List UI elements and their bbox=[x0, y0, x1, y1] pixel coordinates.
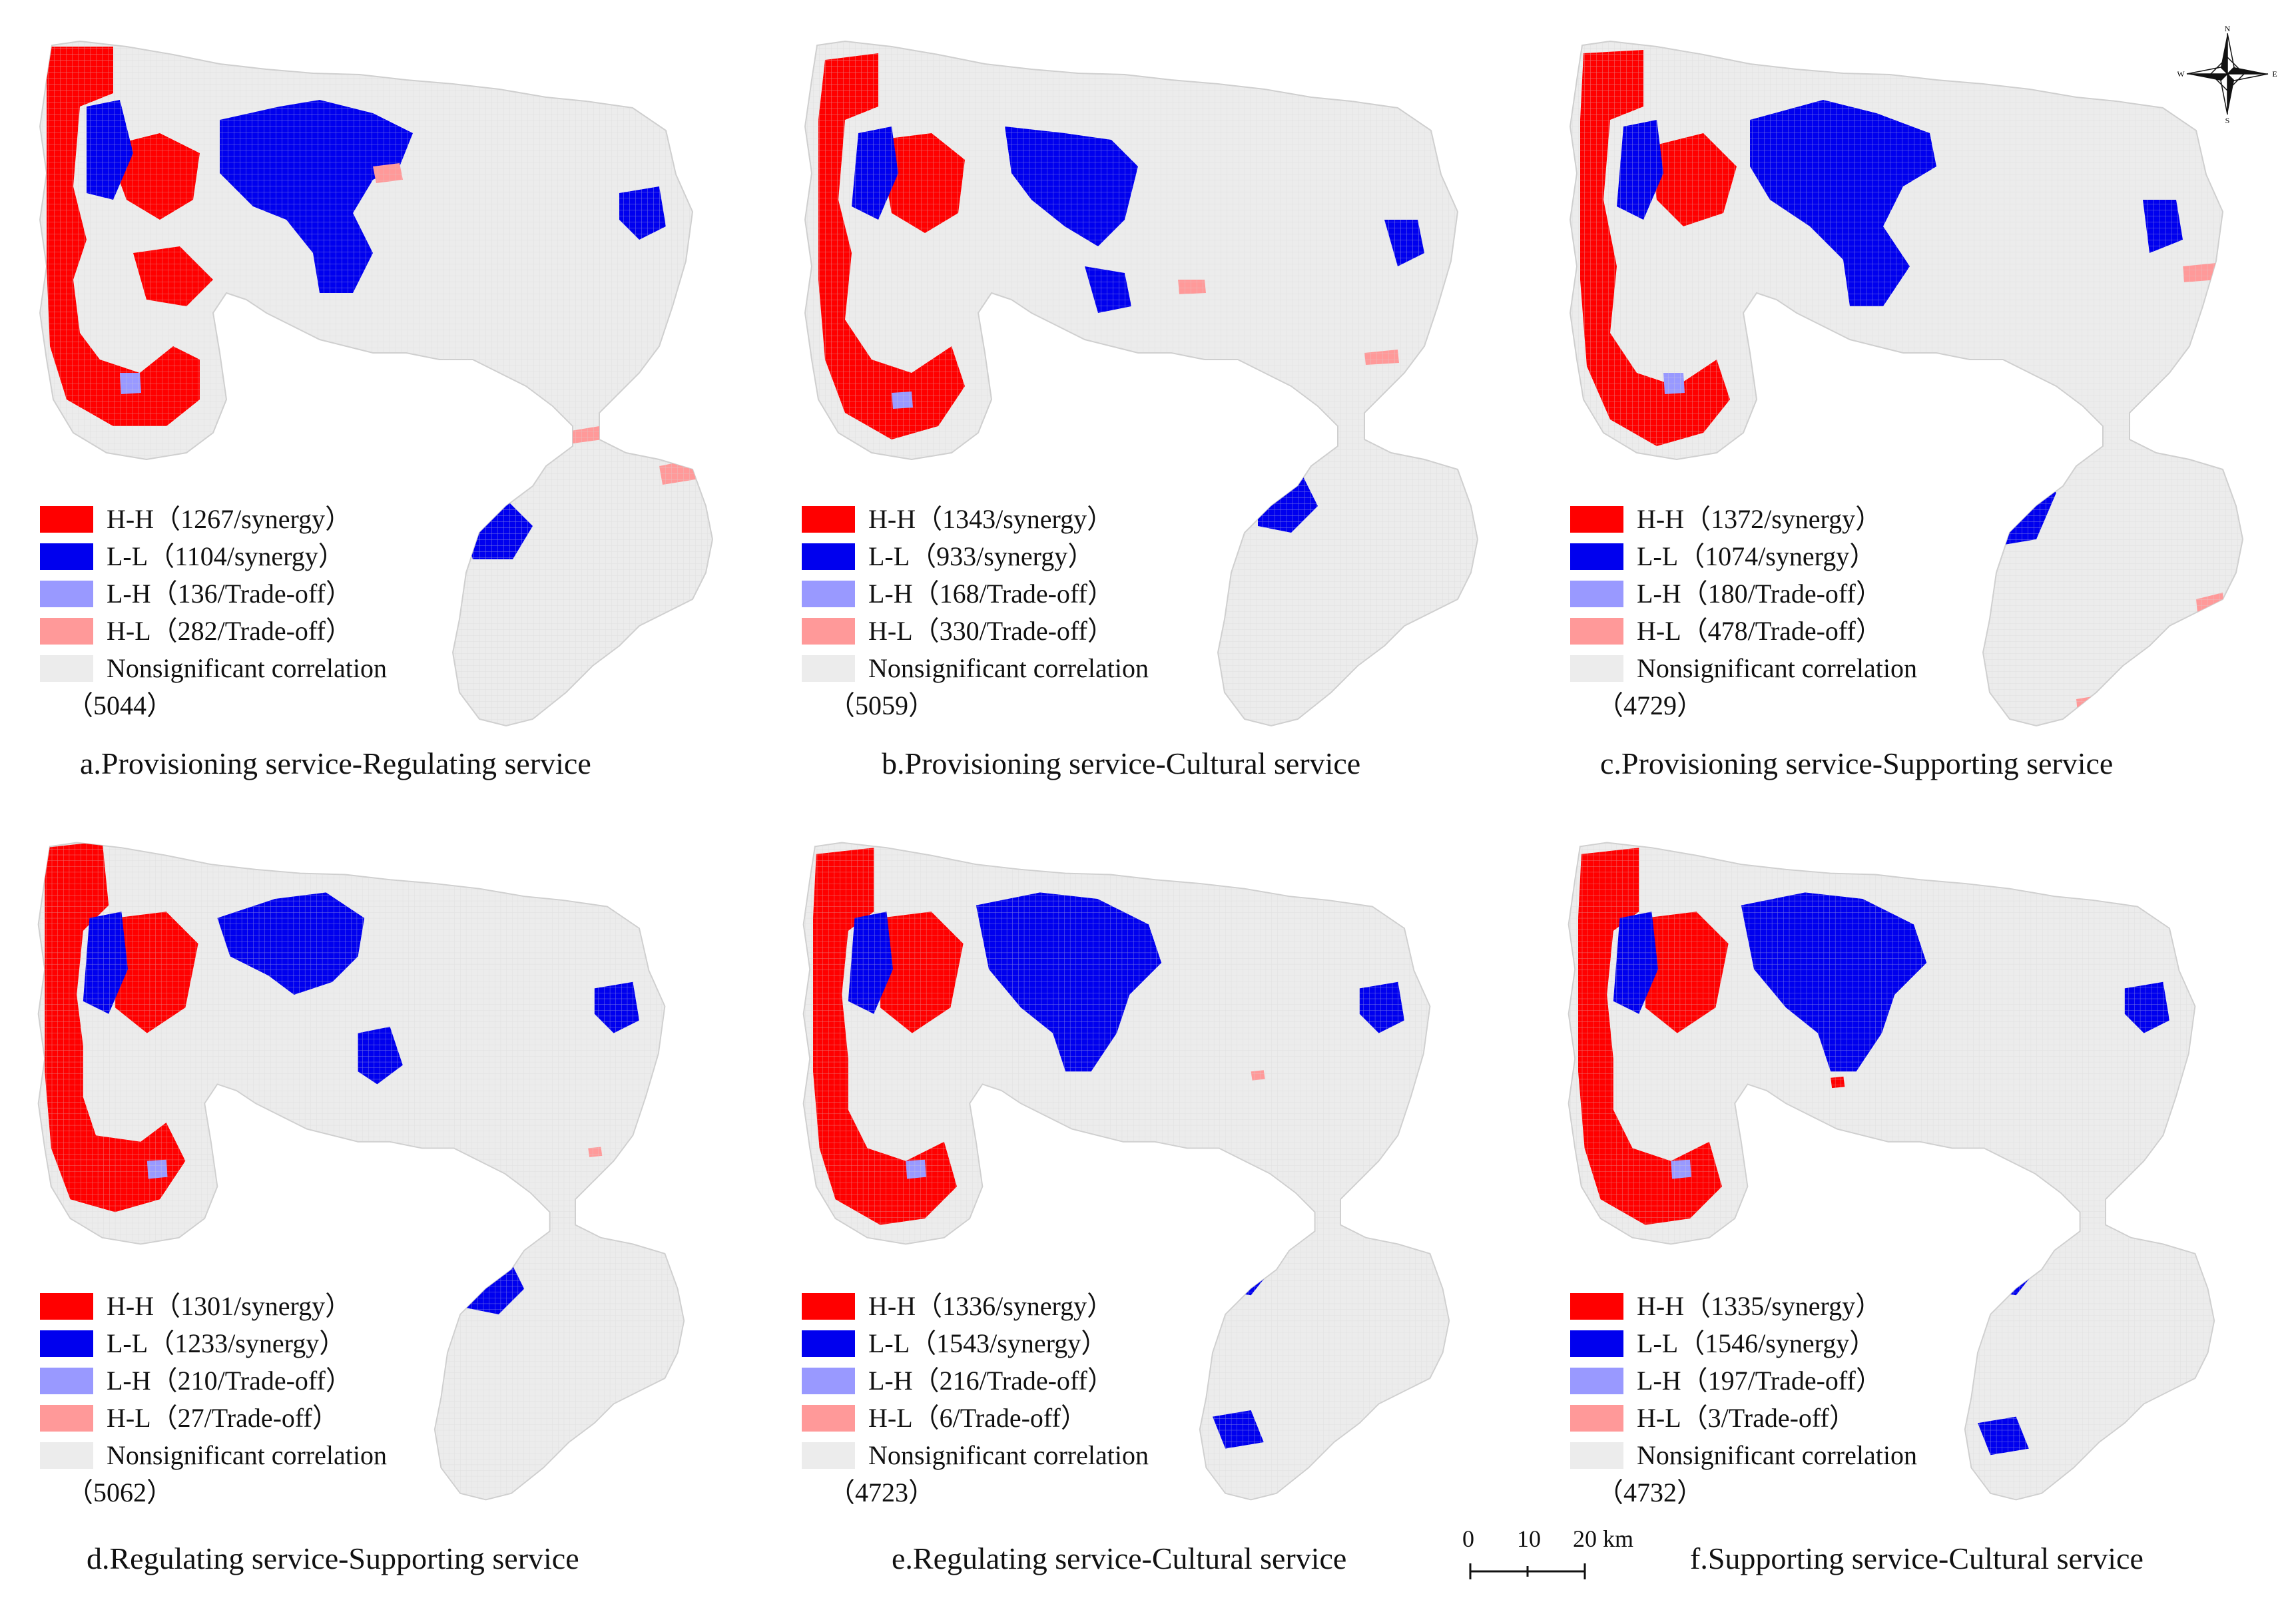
caption-c: c.Provisioning service-Supporting servic… bbox=[1600, 746, 2114, 780]
legend-label-ns: Nonsignificant correlation bbox=[1637, 653, 1917, 683]
legend-swatch-lh bbox=[802, 1368, 855, 1394]
map-panel-c: H-H（1372/synergy） L-L（1074/synergy） L-H（18… bbox=[1530, 0, 2295, 803]
legend-swatch-hl bbox=[1570, 618, 1623, 645]
legend-label-hl: H-L（3/Trade-off） bbox=[1637, 1403, 1856, 1433]
legend-ns-count: （4732） bbox=[1597, 1477, 1703, 1507]
map-e bbox=[802, 842, 1450, 1501]
legend-swatch-hh bbox=[802, 506, 855, 533]
scale-label-20: 20 km bbox=[1573, 1525, 1634, 1552]
legend-swatch-ll bbox=[1570, 543, 1623, 570]
map-b bbox=[804, 40, 1479, 727]
legend-ns-count: （4729） bbox=[1597, 690, 1703, 720]
legend-ns-count: （5059） bbox=[828, 690, 935, 720]
caption-f: f.Supporting service-Cultural service bbox=[1690, 1541, 2144, 1575]
legend-label-hl: H-L（330/Trade-off） bbox=[868, 616, 1114, 646]
legend-label-hl: H-L（6/Trade-off） bbox=[868, 1403, 1087, 1433]
legend-label-ns: Nonsignificant correlation bbox=[1637, 1440, 1917, 1470]
legend-label-hh: H-H（1343/synergy） bbox=[868, 504, 1114, 534]
legend-label-ll: L-L（1543/synergy） bbox=[868, 1328, 1108, 1358]
legend-label-ns: Nonsignificant correlation bbox=[107, 653, 387, 683]
legend-label-hl: H-L（282/Trade-off） bbox=[107, 616, 352, 646]
legend-swatch-lh bbox=[40, 581, 93, 607]
legend-label-ll: L-L（1074/synergy） bbox=[1637, 541, 1876, 571]
legend-label-ns: Nonsignificant correlation bbox=[868, 1440, 1149, 1470]
legend-label-hh: H-H（1335/synergy） bbox=[1637, 1291, 1882, 1321]
caption-d: d.Regulating service-Supporting service bbox=[87, 1541, 579, 1575]
legend-label-hh: H-H（1301/synergy） bbox=[107, 1291, 352, 1321]
scale-bar bbox=[1469, 1563, 1586, 1579]
legend-swatch-ns bbox=[1570, 1442, 1623, 1469]
legend-ns-count: （5044） bbox=[67, 690, 173, 720]
legend-label-lh: L-H（180/Trade-off） bbox=[1637, 579, 1882, 609]
legend-swatch-hl bbox=[802, 1405, 855, 1432]
compass-e: E bbox=[2272, 69, 2277, 79]
legend-swatch-ns bbox=[802, 655, 855, 682]
legend-swatch-ll bbox=[802, 1330, 855, 1357]
legend-swatch-lh bbox=[40, 1368, 93, 1394]
legend-label-hl: H-L（27/Trade-off） bbox=[107, 1403, 339, 1433]
legend-label-hh: H-H（1372/synergy） bbox=[1637, 504, 1882, 534]
legend-swatch-hl bbox=[1570, 1405, 1623, 1432]
map-c bbox=[1569, 40, 2244, 727]
legend-label-ll: L-L（1233/synergy） bbox=[107, 1328, 346, 1358]
legend-label-lh: L-H（216/Trade-off） bbox=[868, 1366, 1114, 1396]
legend-swatch-lh bbox=[1570, 581, 1623, 607]
legend-swatch-ll bbox=[40, 1330, 93, 1357]
compass-n: N bbox=[2225, 24, 2231, 33]
legend-swatch-ns bbox=[802, 1442, 855, 1469]
legend-swatch-hh bbox=[1570, 1293, 1623, 1320]
legend-swatch-hh bbox=[802, 1293, 855, 1320]
legend-label-ll: L-L（1546/synergy） bbox=[1637, 1328, 1876, 1358]
legend-label-hh: H-H（1336/synergy） bbox=[868, 1291, 1114, 1321]
legend-label-ll: L-L（933/synergy） bbox=[868, 541, 1095, 571]
legend-label-ns: Nonsignificant correlation bbox=[107, 1440, 387, 1470]
map-f bbox=[1568, 842, 2215, 1501]
legend-swatch-lh bbox=[1570, 1368, 1623, 1394]
legend-ns-count: （4723） bbox=[828, 1477, 935, 1507]
legend-swatch-hl bbox=[40, 1405, 93, 1432]
legend-swatch-ns bbox=[40, 1442, 93, 1469]
caption-a: a.Provisioning service-Regulating servic… bbox=[80, 746, 591, 780]
map-panel-b: H-H（1343/synergy） L-L（933/synergy） L-H（168… bbox=[765, 0, 1530, 803]
legend-swatch-ll bbox=[40, 543, 93, 570]
map-a bbox=[39, 40, 714, 727]
scale-label-0: 0 bbox=[1462, 1525, 1474, 1552]
scale-label-10: 10 bbox=[1517, 1525, 1541, 1552]
legend-label-hl: H-L（478/Trade-off） bbox=[1637, 616, 1882, 646]
legend-label-lh: L-H（168/Trade-off） bbox=[868, 579, 1114, 609]
legend-swatch-hl bbox=[802, 618, 855, 645]
legend-swatch-hh bbox=[40, 506, 93, 533]
legend-swatch-hl bbox=[40, 618, 93, 645]
legend-label-ll: L-L（1104/synergy） bbox=[107, 541, 345, 571]
map-panel-f: H-H（1335/synergy） L-L（1546/synergy） L-H（19… bbox=[1530, 803, 2295, 1606]
legend-label-ns: Nonsignificant correlation bbox=[868, 653, 1149, 683]
caption-b: b.Provisioning service-Cultural service bbox=[882, 746, 1361, 780]
map-panel-d: H-H（1301/synergy） L-L（1233/synergy） L-H（21… bbox=[0, 803, 765, 1606]
legend-swatch-ll bbox=[802, 543, 855, 570]
north-arrow-icon: N S E W bbox=[2177, 24, 2277, 124]
map-panel-e: H-H（1336/synergy） L-L（1543/synergy） L-H（21… bbox=[765, 803, 1530, 1606]
compass-w: W bbox=[2177, 69, 2185, 79]
legend-label-hh: H-H（1267/synergy） bbox=[107, 504, 352, 534]
legend-swatch-hh bbox=[1570, 506, 1623, 533]
legend-swatch-ll bbox=[1570, 1330, 1623, 1357]
legend-label-lh: L-H（136/Trade-off） bbox=[107, 579, 352, 609]
legend-swatch-hh bbox=[40, 1293, 93, 1320]
legend-label-lh: L-H（197/Trade-off） bbox=[1637, 1366, 1882, 1396]
legend-swatch-ns bbox=[40, 655, 93, 682]
compass-s: S bbox=[2225, 116, 2230, 124]
map-panel-a: H-H（1267/synergy） L-L（1104/synergy） L-H（13… bbox=[0, 0, 765, 803]
legend-ns-count: （5062） bbox=[67, 1477, 173, 1507]
legend-swatch-ns bbox=[1570, 655, 1623, 682]
legend-label-lh: L-H（210/Trade-off） bbox=[107, 1366, 352, 1396]
map-d bbox=[37, 842, 685, 1501]
caption-e: e.Regulating service-Cultural service bbox=[892, 1541, 1347, 1575]
legend-swatch-lh bbox=[802, 581, 855, 607]
